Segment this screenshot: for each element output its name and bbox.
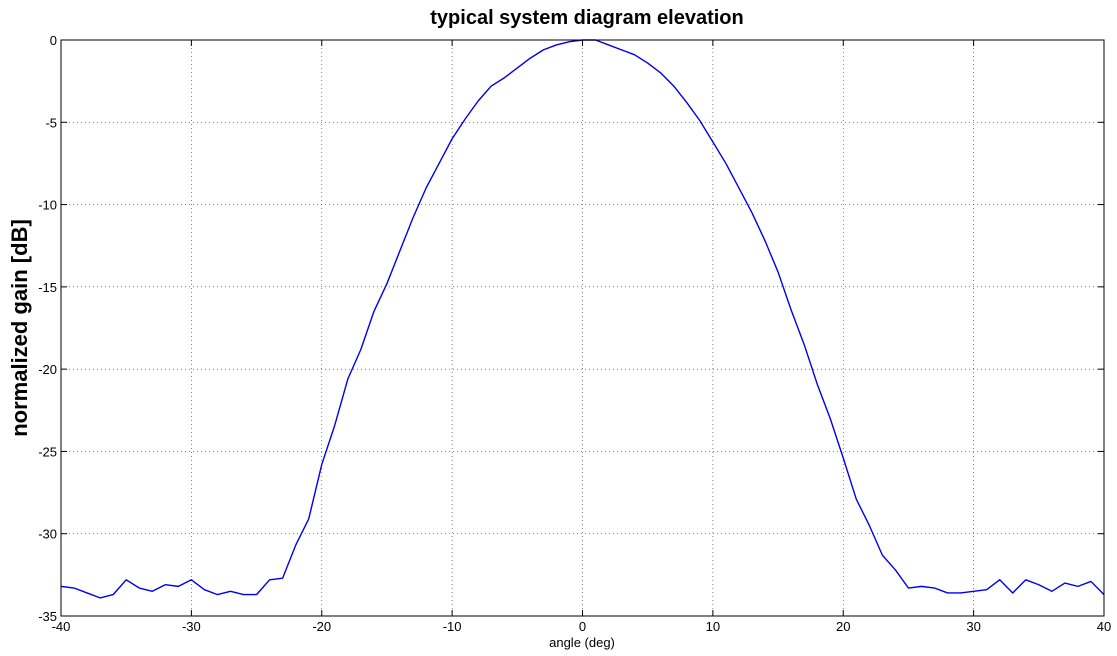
- x-tick-label: -40: [52, 619, 71, 634]
- y-tick-label: -30: [38, 527, 57, 542]
- x-tick-label: 40: [1097, 619, 1111, 634]
- x-tick-label: 10: [706, 619, 720, 634]
- y-tick-label: -10: [38, 198, 57, 213]
- x-tick-label: 20: [836, 619, 850, 634]
- y-tick-label: 0: [50, 33, 57, 48]
- y-tick-label: -15: [38, 280, 57, 295]
- x-tick-label: -20: [312, 619, 331, 634]
- series-layer: [60, 39, 1105, 599]
- x-tick-labels: -40 -30 -20 -10 0 10 20 30 40: [52, 619, 1112, 634]
- grid-lines: [61, 40, 1104, 616]
- x-tick-label: 30: [966, 619, 980, 634]
- chart-title: typical system diagram elevation: [430, 7, 743, 29]
- series-line: [60, 39, 1105, 599]
- y-tick-label: -20: [38, 362, 57, 377]
- x-tick-label: -10: [443, 619, 462, 634]
- y-tick-label: -5: [45, 115, 57, 130]
- x-tick-label: -30: [182, 619, 201, 634]
- y-tick-label: -25: [38, 444, 57, 459]
- y-axis-label: normalized gain [dB]: [7, 219, 32, 437]
- y-tick-label: -35: [38, 609, 57, 624]
- x-tick-label: 0: [579, 619, 586, 634]
- tick-marks: [60, 39, 1105, 617]
- x-axis-label: angle (deg): [549, 635, 615, 650]
- y-tick-labels: 0 -5 -10 -15 -20 -25 -30 -35: [38, 33, 57, 624]
